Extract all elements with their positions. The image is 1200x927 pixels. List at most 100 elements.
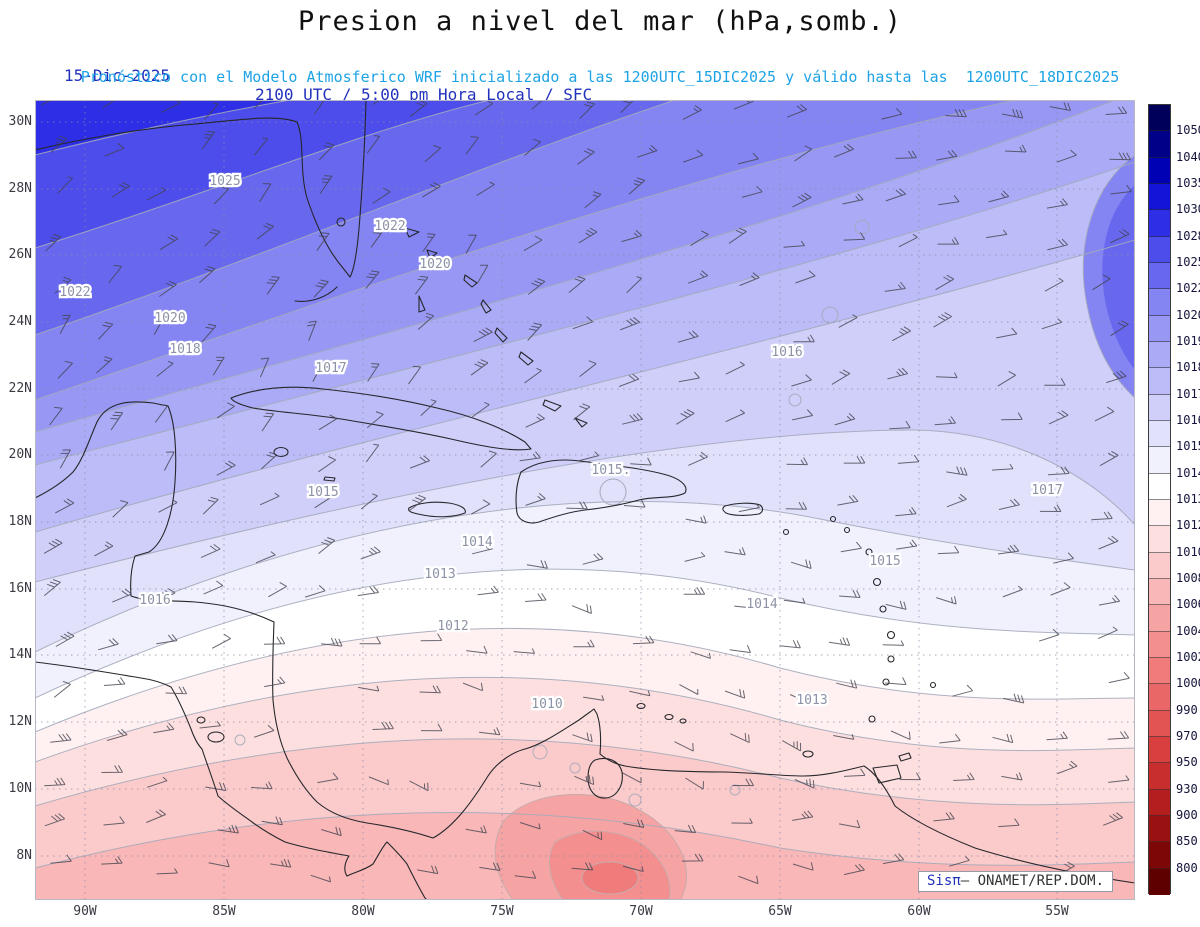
colorbar-tick-label: 800 bbox=[1176, 860, 1198, 875]
colorbar-tick-label: 1016 bbox=[1176, 413, 1200, 427]
svg-text:1015.: 1015. bbox=[591, 463, 630, 478]
colorbar-tick-label: 1022 bbox=[1176, 281, 1200, 296]
colorbar-tick-label: 1000 bbox=[1176, 676, 1200, 691]
colorbar-tick-label: 1017 bbox=[1176, 386, 1200, 401]
coast-central-america-caribbean bbox=[34, 401, 1136, 884]
colorbar-segment bbox=[1149, 499, 1170, 527]
lake-nicaragua bbox=[207, 731, 225, 743]
colorbar-segment bbox=[1149, 341, 1170, 369]
coast-puerto-rico bbox=[722, 502, 764, 516]
coast-cuba bbox=[230, 386, 532, 451]
colorbar-segment bbox=[1149, 157, 1170, 184]
coast-central-america-pacific bbox=[34, 661, 428, 901]
colorbar-tick-label: 1035 bbox=[1176, 176, 1200, 190]
svg-text:1020: 1020 bbox=[154, 311, 185, 326]
colorbar-segments bbox=[1149, 105, 1170, 895]
colorbar-tick-label: 1025 bbox=[1176, 255, 1200, 269]
lat-tick-label: 26N bbox=[8, 247, 32, 262]
lat-tick-label: 16N bbox=[8, 581, 32, 596]
colorbar-segment bbox=[1149, 447, 1170, 474]
bahamas bbox=[404, 227, 588, 428]
colorbar-segment bbox=[1149, 131, 1170, 158]
coast-jamaica bbox=[408, 501, 466, 518]
colorbar-segment bbox=[1149, 315, 1170, 342]
svg-text:1025: 1025 bbox=[209, 174, 240, 189]
isobar-labels: 1025 1022 1022 1020 1020 1018 1017 1016 1015 1015… bbox=[57, 172, 1065, 715]
subtitle-row: 15-Dic-2025 2100 UTC / 5:00 pm Hora Loca… bbox=[0, 47, 1200, 123]
isobar-lines bbox=[34, 99, 1136, 869]
colorbar-segment bbox=[1149, 710, 1170, 737]
lon-tick-label: 80W bbox=[351, 904, 375, 919]
colorbar-segment bbox=[1149, 420, 1170, 448]
svg-text:1022: 1022 bbox=[374, 219, 405, 234]
colorbar-tick-label: 1014 bbox=[1176, 465, 1200, 480]
svg-text:1013: 1013 bbox=[424, 567, 455, 582]
colorbar-segment bbox=[1149, 394, 1170, 421]
forecast-time: 2100 UTC / 5:00 pm Hora Local / SFC bbox=[255, 85, 593, 104]
colorbar-segment bbox=[1149, 842, 1170, 869]
colorbar-segment bbox=[1149, 736, 1170, 764]
isle-of-youth bbox=[273, 446, 289, 458]
colorbar-segment bbox=[1149, 210, 1170, 237]
colorbar-tick-label: 970 bbox=[1176, 729, 1198, 743]
colorbar-tick-label: 850 bbox=[1176, 834, 1198, 849]
lon-tick-label: 85W bbox=[212, 904, 236, 919]
svg-text:1022: 1022 bbox=[59, 285, 90, 300]
colorbar-segment bbox=[1149, 631, 1170, 658]
coastlines bbox=[34, 99, 1136, 901]
lon-tick-label: 90W bbox=[73, 904, 97, 919]
cayman bbox=[323, 476, 336, 482]
svg-text:1016: 1016 bbox=[139, 593, 170, 608]
wind-barbs bbox=[40, 89, 1132, 885]
svg-text:1014: 1014 bbox=[746, 597, 777, 612]
grid-lines bbox=[35, 100, 1135, 900]
pressure-shading bbox=[35, 100, 1135, 901]
colorbar-tick-label: 1040 bbox=[1176, 149, 1200, 164]
colorbar-segment bbox=[1149, 684, 1170, 711]
attribution-text: – ONAMET/REP.DOM. bbox=[960, 873, 1105, 889]
coast-hispaniola bbox=[515, 459, 687, 524]
colorbar-segment bbox=[1149, 236, 1170, 263]
colorbar-tick-label: 1008 bbox=[1176, 571, 1200, 585]
svg-text:1010: 1010 bbox=[531, 697, 562, 712]
lon-tick-label: 75W bbox=[490, 904, 514, 919]
svg-text:1020: 1020 bbox=[419, 257, 450, 272]
pressure-map-svg: 1025 1022 1022 1020 1020 1018 1017 1016 1015 1015… bbox=[34, 89, 1136, 901]
colorbar-tick-label: 1010 bbox=[1176, 544, 1200, 559]
colorbar-tick-label: 1018 bbox=[1176, 360, 1200, 375]
colorbar-segment bbox=[1149, 473, 1170, 500]
lon-tick-label: 60W bbox=[907, 904, 931, 919]
svg-text:1014: 1014 bbox=[461, 535, 492, 550]
lake-managua bbox=[196, 716, 206, 724]
lat-tick-label: 18N bbox=[8, 514, 32, 529]
lon-tick-label: 65W bbox=[768, 904, 792, 919]
colorbar-tick-label: 930 bbox=[1176, 781, 1198, 796]
colorbar-segment bbox=[1149, 289, 1170, 316]
colorbar-segment bbox=[1149, 183, 1170, 211]
colorbar-segment bbox=[1149, 262, 1170, 290]
lat-tick-label: 10N bbox=[8, 781, 32, 796]
colorbar-tick-label: 990 bbox=[1176, 702, 1198, 717]
colorbar-tick-label: 1015 bbox=[1176, 439, 1200, 454]
model-info-line: Pronóstico con el Modelo Atmosferico WRF… bbox=[80, 68, 1120, 86]
coast-gulf-florida bbox=[34, 99, 367, 278]
colorbar-segment bbox=[1149, 605, 1170, 632]
colorbar bbox=[1148, 104, 1171, 895]
colorbar-segment bbox=[1149, 105, 1170, 132]
lat-tick-label: 30N bbox=[8, 114, 32, 129]
colorbar-segment bbox=[1149, 815, 1170, 843]
colorbar-segment bbox=[1149, 789, 1170, 816]
colorbar-tick-label: 1028 bbox=[1176, 228, 1200, 243]
coast-florida-keys bbox=[294, 286, 338, 302]
colorbar-tick-label: 1006 bbox=[1176, 597, 1200, 612]
lat-tick-label: 22N bbox=[8, 381, 32, 396]
colorbar-tick-label: 1004 bbox=[1176, 623, 1200, 638]
colorbar-tick-label: 1019 bbox=[1176, 334, 1200, 348]
attribution-brand: Sisπ bbox=[927, 873, 961, 889]
colorbar-segment bbox=[1149, 526, 1170, 553]
attribution: Sisπ– ONAMET/REP.DOM. bbox=[918, 871, 1114, 892]
svg-text:1015: 1015 bbox=[307, 485, 338, 500]
pressure-map: 1025 1022 1022 1020 1020 1018 1017 1016 1015 1015… bbox=[34, 89, 1136, 901]
